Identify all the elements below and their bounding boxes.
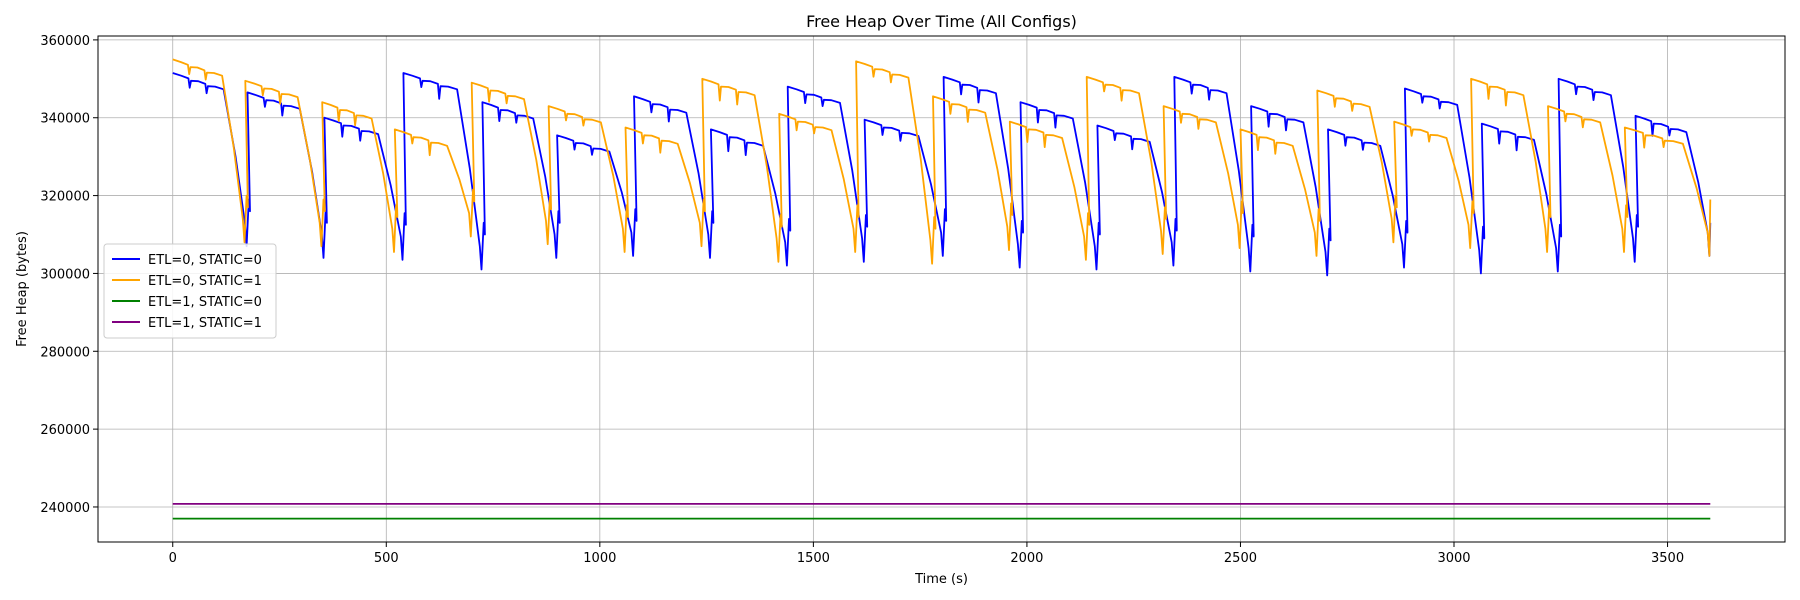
y-tick-label: 340000	[40, 112, 90, 127]
x-tick-label: 1000	[583, 551, 616, 566]
plot-frame	[97, 35, 1786, 543]
y-tick-label: 240000	[40, 501, 90, 516]
legend-box	[103, 243, 277, 339]
x-tick-label: 3000	[1437, 551, 1470, 566]
y-tick-label: 300000	[40, 267, 90, 282]
series-line-1	[172, 72, 1712, 277]
chart-title: Free Heap Over Time (All Configs)	[806, 12, 1077, 31]
legend: ETL=0, STATIC=0 ETL=0, STATIC=1 ETL=1, STA…	[103, 243, 277, 339]
legend-label: ETL=1, STATIC=1	[148, 316, 262, 331]
legend-label: ETL=0, STATIC=0	[148, 253, 262, 268]
x-tick-label: 1500	[797, 551, 830, 566]
y-tick-label: 280000	[40, 345, 90, 360]
series-line-2	[172, 58, 1712, 265]
legend-label: ETL=1, STATIC=0	[148, 295, 262, 310]
x-tick-label: 2500	[1224, 551, 1257, 566]
series-layer	[172, 58, 1712, 520]
x-ticks: 0 500 1000 1500 2000 2500 3000 3500	[169, 542, 1684, 566]
y-axis-label: Free Heap (bytes)	[15, 231, 30, 347]
y-tick-label: 320000	[40, 190, 90, 205]
x-tick-label: 500	[374, 551, 399, 566]
y-tick-label: 260000	[40, 423, 90, 438]
legend-label: ETL=0, STATIC=1	[148, 274, 262, 289]
x-tick-label: 2000	[1010, 551, 1043, 566]
y-tick-label: 360000	[40, 34, 90, 49]
grid-layer	[98, 36, 1785, 542]
x-axis-label: Time (s)	[914, 572, 968, 587]
legend-entries: ETL=0, STATIC=0 ETL=0, STATIC=1 ETL=1, STA…	[112, 253, 262, 331]
y-ticks: 240000 260000 280000 300000 320000 340000 3600…	[40, 34, 98, 516]
x-tick-label: 0	[169, 551, 177, 566]
x-tick-label: 3500	[1651, 551, 1684, 566]
